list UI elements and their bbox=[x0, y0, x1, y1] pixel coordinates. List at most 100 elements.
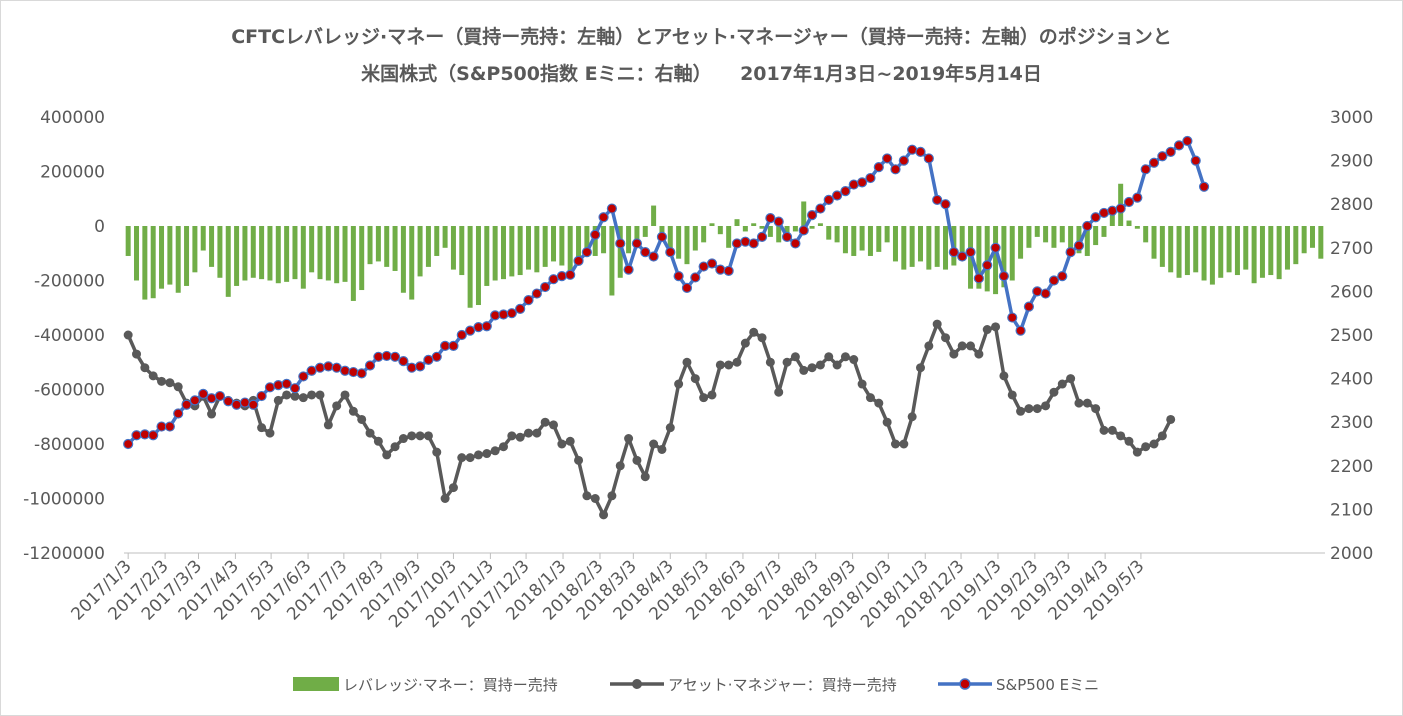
asset-manager-point bbox=[1032, 404, 1042, 414]
bar bbox=[1101, 226, 1107, 237]
asset-manager-point bbox=[899, 439, 909, 449]
bar bbox=[200, 226, 206, 251]
spx-point bbox=[1157, 151, 1168, 162]
asset-manager-point bbox=[924, 341, 934, 351]
bar bbox=[442, 226, 448, 248]
bar bbox=[434, 226, 440, 256]
bar bbox=[1143, 226, 1149, 243]
spx-point bbox=[331, 362, 342, 373]
right-axis-tick-label: 2800 bbox=[1330, 195, 1373, 215]
spx-point bbox=[890, 164, 901, 175]
bar bbox=[1218, 226, 1224, 278]
spx-point bbox=[214, 390, 226, 402]
asset-manager-point bbox=[1057, 379, 1067, 389]
bar bbox=[851, 226, 857, 256]
asset-manager-point bbox=[307, 390, 317, 400]
asset-manager-point bbox=[607, 491, 617, 501]
asset-manager-point bbox=[1024, 404, 1034, 414]
legend-item-spx: S&P500 Eミニ bbox=[938, 672, 1099, 696]
asset-manager-point bbox=[382, 450, 392, 460]
asset-manager-point bbox=[790, 352, 800, 362]
bar bbox=[275, 226, 281, 284]
spx-point bbox=[523, 295, 534, 306]
bar bbox=[242, 226, 248, 281]
asset-manager-point bbox=[440, 494, 450, 503]
spx-point bbox=[640, 247, 651, 258]
bar bbox=[1018, 226, 1024, 259]
spx-point bbox=[1132, 192, 1143, 203]
asset-manager-point bbox=[624, 434, 634, 444]
asset-manager-point bbox=[373, 436, 383, 446]
legend-swatch-asset bbox=[610, 679, 664, 689]
asset-manager-point bbox=[398, 434, 408, 444]
spx-point bbox=[506, 308, 517, 319]
bar bbox=[701, 226, 707, 243]
spx-point bbox=[256, 390, 267, 402]
asset-manager-point bbox=[565, 436, 575, 446]
spx-point bbox=[289, 383, 301, 394]
spx-point bbox=[531, 288, 542, 299]
spx-point bbox=[273, 380, 284, 391]
spx-point bbox=[1098, 207, 1110, 219]
asset-manager-point bbox=[882, 417, 892, 427]
asset-manager-point bbox=[574, 455, 584, 465]
spx-point bbox=[806, 210, 818, 221]
asset-manager-point bbox=[273, 395, 283, 405]
spx-point bbox=[915, 146, 926, 157]
bar bbox=[1034, 226, 1040, 237]
spx-point bbox=[1123, 196, 1135, 208]
asset-manager-point bbox=[1091, 404, 1101, 414]
asset-manager-point bbox=[132, 349, 142, 359]
bar bbox=[759, 226, 765, 229]
bar bbox=[1059, 226, 1065, 243]
asset-manager-point bbox=[532, 428, 542, 438]
bar bbox=[1043, 226, 1049, 243]
bar bbox=[217, 226, 223, 278]
spx-point bbox=[1048, 275, 1060, 286]
legend-label-leverage: レバレッジ·マネー：買持ー売持 bbox=[343, 675, 558, 694]
bar bbox=[751, 223, 757, 226]
bar bbox=[250, 226, 256, 278]
spx-point bbox=[673, 271, 684, 282]
spx-point bbox=[690, 272, 701, 283]
spx-point bbox=[706, 258, 718, 269]
spx-point bbox=[990, 242, 1001, 253]
asset-manager-point bbox=[1099, 425, 1109, 435]
asset-manager-point bbox=[332, 401, 342, 411]
asset-manager-point bbox=[1166, 414, 1176, 424]
bar bbox=[167, 226, 173, 285]
bar bbox=[1268, 226, 1274, 276]
spx-point bbox=[131, 430, 142, 441]
bar bbox=[359, 226, 365, 291]
asset-manager-point bbox=[615, 461, 625, 471]
spx-point bbox=[406, 362, 417, 373]
bar bbox=[842, 226, 848, 254]
bar bbox=[801, 201, 807, 226]
bar bbox=[1051, 226, 1057, 248]
bar bbox=[492, 226, 498, 281]
right-axis-tick-label: 3000 bbox=[1330, 108, 1373, 128]
bar bbox=[325, 226, 331, 281]
bar bbox=[467, 226, 473, 308]
bar bbox=[1209, 226, 1215, 285]
spx-point bbox=[414, 361, 426, 372]
left-axis-tick-label: 0 bbox=[94, 217, 105, 237]
asset-manager-point bbox=[1082, 398, 1092, 408]
asset-manager-point bbox=[140, 363, 150, 373]
asset-manager-point bbox=[907, 412, 917, 422]
bar bbox=[1176, 226, 1182, 278]
bar bbox=[342, 226, 348, 282]
spx-point bbox=[490, 310, 501, 321]
spx-point bbox=[281, 378, 292, 389]
spx-point bbox=[389, 351, 401, 362]
bar bbox=[542, 226, 548, 267]
bar bbox=[1293, 226, 1299, 265]
spx-point bbox=[123, 438, 134, 450]
spx-point bbox=[648, 251, 659, 262]
spx-point bbox=[173, 408, 184, 419]
spx-point bbox=[857, 177, 868, 188]
asset-manager-point bbox=[799, 365, 809, 375]
bar bbox=[300, 226, 306, 289]
spx-point bbox=[306, 365, 317, 376]
bar bbox=[334, 226, 340, 284]
